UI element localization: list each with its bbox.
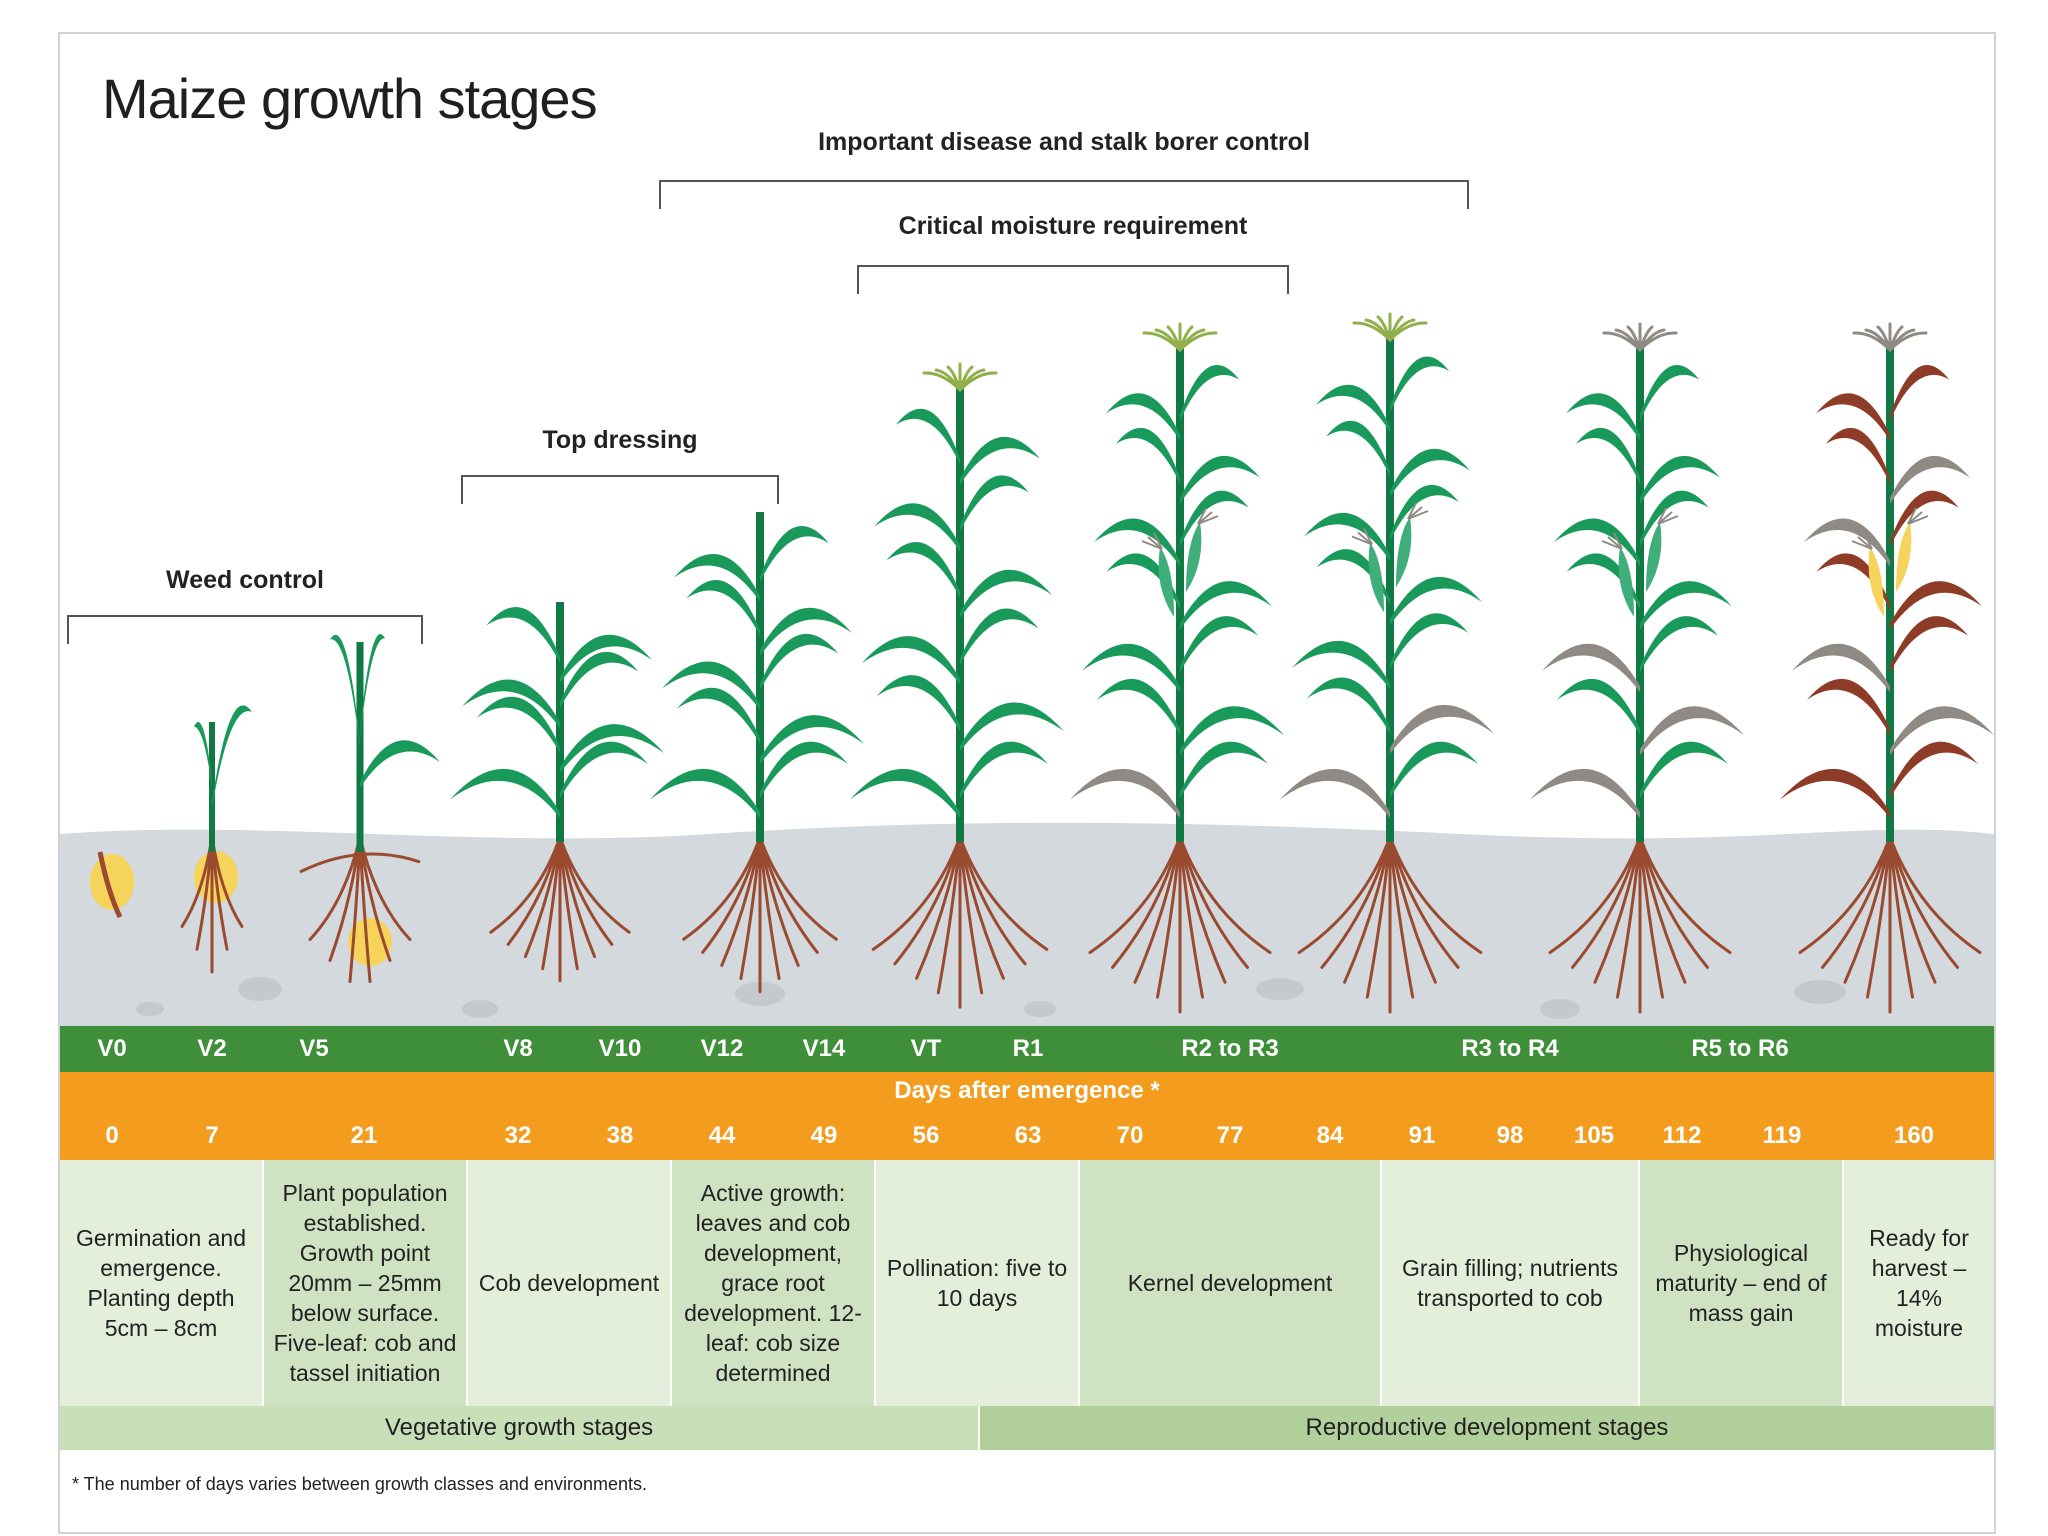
- bracket-top-dressing: [461, 475, 779, 504]
- day-value: 105: [1573, 1122, 1615, 1149]
- maize-plant: [450, 602, 664, 983]
- stage-code: R5 to R6: [1691, 1035, 1789, 1062]
- maize-plant: [90, 851, 134, 919]
- day-value: 77: [1216, 1122, 1244, 1149]
- day-value: 7: [205, 1122, 219, 1149]
- description-ready-for-harvest: Ready for harvest – 14% moisture: [1844, 1160, 1994, 1406]
- day-value: 84: [1316, 1122, 1344, 1149]
- days-heading: Days after emergence *: [894, 1077, 1160, 1104]
- day-value: 21: [350, 1122, 378, 1149]
- stage-code: V14: [802, 1035, 846, 1062]
- stage-code: VT: [910, 1035, 942, 1062]
- maize-plant: [1280, 312, 1494, 1014]
- vegetative-phase-label: Vegetative growth stages: [60, 1406, 978, 1450]
- maize-plants: [90, 312, 1994, 1014]
- day-value: 91: [1408, 1122, 1436, 1149]
- day-value: 32: [504, 1122, 532, 1149]
- bracket-weed-control: [67, 615, 423, 644]
- description-cob-development: Cob development: [468, 1160, 672, 1406]
- stage-code: V5: [299, 1035, 329, 1062]
- reproductive-phase-label: Reproductive development stages: [980, 1406, 1994, 1450]
- soil-pebbles: [136, 977, 1846, 1019]
- day-value: 160: [1893, 1122, 1935, 1149]
- stage-code-band: [60, 1026, 1994, 1072]
- bracket-critical-moisture: [857, 265, 1289, 294]
- maize-plant: [180, 705, 252, 974]
- stage-code: V0: [97, 1035, 127, 1062]
- day-value: 0: [105, 1122, 119, 1149]
- infographic: Maize growth stages Weed control Top dre…: [58, 32, 1996, 1534]
- day-value: 112: [1662, 1122, 1702, 1149]
- day-value: 63: [1014, 1122, 1042, 1149]
- illustration-scene: [60, 180, 1994, 1026]
- day-value: 98: [1496, 1122, 1524, 1149]
- maize-plant: [1530, 322, 1744, 1014]
- page-title: Maize growth stages: [102, 67, 598, 130]
- description-active-growth: Active growth: leaves and cob developmen…: [672, 1160, 876, 1406]
- footnote: * The number of days varies between grow…: [72, 1474, 647, 1494]
- stage-code: R3 to R4: [1461, 1035, 1559, 1062]
- stage-code: V2: [197, 1035, 227, 1062]
- day-value: 56: [912, 1122, 940, 1149]
- stage-code: V8: [503, 1035, 533, 1062]
- day-value: 70: [1116, 1122, 1144, 1149]
- day-value: 38: [606, 1122, 634, 1149]
- description-physiological-maturity: Physiological maturity – end of mass gai…: [1640, 1160, 1844, 1406]
- maize-plant: [299, 634, 440, 983]
- soil-ground: [60, 822, 1994, 1026]
- maize-plant: [1780, 322, 1994, 1014]
- day-value: 49: [810, 1122, 838, 1149]
- day-value: 44: [708, 1122, 736, 1149]
- bracket-important-disease: [659, 180, 1469, 209]
- top-dressing-label: Top dressing: [542, 426, 698, 454]
- description-grain-filling: Grain filling; nutrients transported to …: [1382, 1160, 1640, 1406]
- stage-code: R2 to R3: [1181, 1035, 1279, 1062]
- critical-moisture-label: Critical moisture requirement: [898, 212, 1248, 240]
- day-value: 119: [1762, 1122, 1802, 1149]
- description-germination: Germination and emergence. Planting dept…: [60, 1160, 264, 1406]
- stage-code: V12: [700, 1035, 744, 1062]
- description-pollination: Pollination: five to 10 days: [876, 1160, 1080, 1406]
- description-plant-population: Plant population established. Growth poi…: [264, 1160, 468, 1406]
- stage-code: R1: [1012, 1035, 1044, 1062]
- days-band: [60, 1072, 1994, 1160]
- maize-plant: [850, 362, 1064, 1009]
- important-disease-label: Important disease and stalk borer contro…: [818, 128, 1310, 156]
- maize-plant: [650, 512, 864, 994]
- stage-code: V10: [598, 1035, 642, 1062]
- maize-plant: [1070, 322, 1284, 1014]
- weed-control-label: Weed control: [166, 566, 324, 594]
- description-kernel-development: Kernel development: [1080, 1160, 1382, 1406]
